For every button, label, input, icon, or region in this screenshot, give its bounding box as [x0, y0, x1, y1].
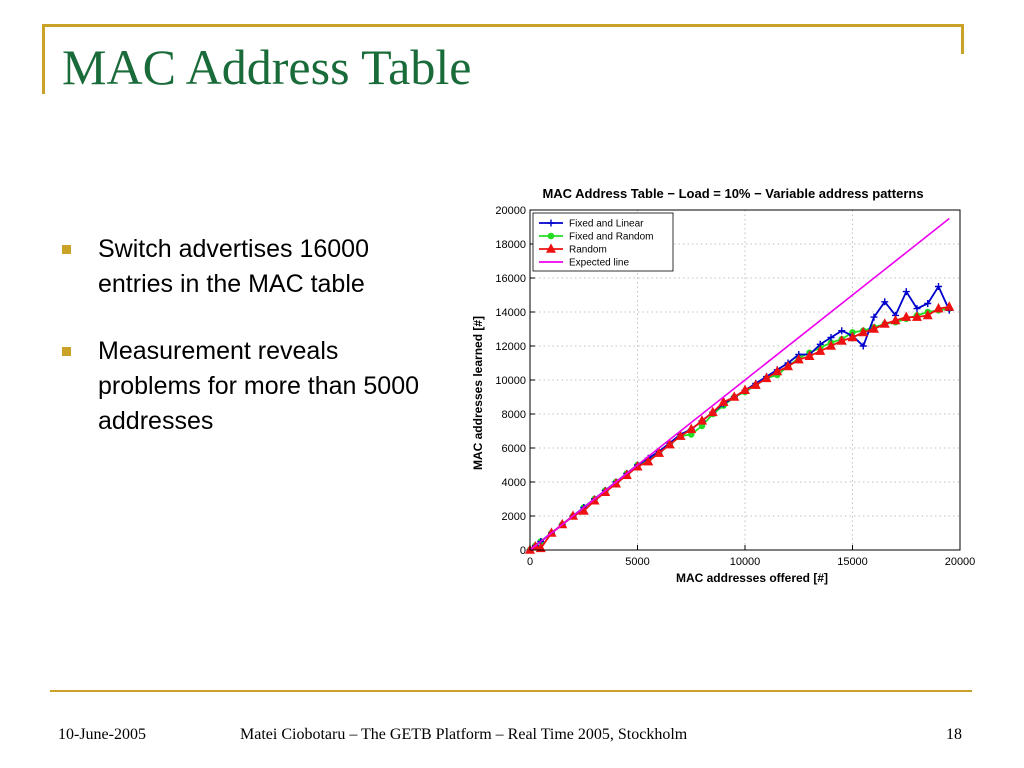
- legend-label: Fixed and Random: [569, 232, 654, 243]
- data-point: [847, 331, 858, 342]
- series-line: [529, 217, 950, 551]
- series-line: [529, 306, 950, 551]
- data-point: [827, 334, 835, 341]
- y-tick-label: 20000: [495, 205, 526, 217]
- footer-date: 10-June-2005: [58, 726, 146, 743]
- data-point: [547, 219, 555, 227]
- footer-rule: [50, 690, 972, 692]
- y-tick-label: 2000: [502, 511, 526, 523]
- square-bullet-icon: [62, 347, 71, 356]
- legend-entry: Random: [539, 243, 607, 256]
- plot-frame: [529, 209, 961, 551]
- data-point: [836, 335, 847, 345]
- chart-legend: Fixed and Linear Fixed and Random Random Ex…: [532, 212, 674, 272]
- series-expected-line: [529, 217, 950, 551]
- legend-label: Random: [569, 245, 607, 256]
- y-tick-label: 12000: [495, 341, 526, 353]
- data-point: [922, 309, 933, 320]
- y-tick-label: 6000: [502, 443, 526, 455]
- data-point: [707, 406, 718, 417]
- x-axis-label: MAC addresses offered [#]: [676, 571, 828, 585]
- x-tick-label: 10000: [730, 556, 761, 568]
- bullet-item: Measurement reveals problems for more th…: [62, 334, 442, 439]
- data-point: [547, 232, 555, 240]
- data-point: [890, 314, 901, 325]
- x-tick-label: 5000: [625, 556, 649, 568]
- line-chart: MAC Address Table − Load = 10% − Variabl…: [471, 186, 975, 585]
- data-point: [869, 323, 879, 333]
- series-random: [525, 301, 955, 554]
- square-bullet-icon: [62, 245, 71, 254]
- footer-caption: Matei Ciobotaru – The GETB Platform – Re…: [240, 726, 688, 743]
- data-point: [793, 353, 804, 364]
- data-point: [838, 327, 846, 335]
- data-point: [870, 313, 878, 321]
- chart-title: MAC Address Table − Load = 10% − Variabl…: [542, 186, 923, 201]
- legend-label: Expected line: [569, 258, 629, 269]
- data-point: [879, 318, 890, 328]
- x-tick-label: 20000: [945, 556, 976, 568]
- series-fixed-and-random: [526, 305, 953, 554]
- data-point: [935, 283, 942, 290]
- y-tick-label: 18000: [495, 239, 526, 251]
- data-point: [783, 360, 793, 371]
- data-point: [750, 379, 761, 389]
- data-point: [740, 384, 750, 394]
- chart-ticks: 0 5000 10000 15000 20000 0 2000 4000 6000 8000 100…: [495, 205, 975, 568]
- data-point: [913, 305, 921, 313]
- y-tick-label: 4000: [502, 477, 526, 489]
- slide-title: MAC Address Table: [62, 39, 472, 95]
- data-point: [643, 455, 654, 466]
- data-point: [729, 391, 740, 401]
- frame-left-rule: [42, 24, 45, 94]
- series-line: [529, 307, 950, 551]
- legend-entry: Expected line: [539, 258, 629, 269]
- data-point: [933, 302, 944, 313]
- data-point: [654, 447, 664, 457]
- bullet-text: Measurement reveals problems for more th…: [98, 337, 420, 435]
- data-point: [804, 350, 815, 360]
- chart: MAC Address Table − Load = 10% − Variabl…: [462, 178, 992, 593]
- data-point: [859, 342, 867, 350]
- data-point: [772, 365, 783, 376]
- data-point: [761, 372, 772, 383]
- x-tick-label: 0: [527, 556, 533, 568]
- chart-series: [525, 217, 955, 554]
- frame-right-rule: [961, 24, 964, 54]
- data-point: [858, 326, 869, 337]
- data-point: [686, 423, 697, 434]
- frame-top-rule: [42, 24, 964, 27]
- data-point: [664, 438, 675, 449]
- y-tick-label: 8000: [502, 409, 526, 421]
- y-tick-label: 10000: [495, 375, 526, 387]
- data-point: [924, 300, 932, 307]
- data-point: [826, 340, 836, 350]
- bullet-list: Switch advertises 16000 entries in the M…: [62, 232, 442, 471]
- data-point: [912, 311, 922, 321]
- data-point: [902, 288, 910, 296]
- legend-label: Fixed and Linear: [569, 219, 644, 230]
- data-point: [901, 311, 912, 321]
- data-point: [815, 345, 826, 355]
- bullet-item: Switch advertises 16000 entries in the M…: [62, 232, 442, 302]
- data-point: [697, 415, 707, 425]
- x-tick-label: 15000: [837, 556, 868, 568]
- y-axis-label: MAC addresses learned [#]: [471, 316, 485, 470]
- page-number: 18: [946, 726, 962, 743]
- y-tick-label: 14000: [495, 307, 526, 319]
- y-tick-label: 16000: [495, 273, 526, 285]
- data-point: [675, 430, 686, 440]
- bullet-text: Switch advertises 16000 entries in the M…: [98, 235, 369, 298]
- data-point: [546, 243, 556, 253]
- y-tick-label: 0: [520, 545, 526, 557]
- legend-entry: Fixed and Linear: [539, 219, 644, 230]
- legend-entry: Fixed and Random: [539, 232, 654, 243]
- data-point: [944, 301, 955, 311]
- data-point: [718, 396, 729, 406]
- data-point: [881, 298, 889, 306]
